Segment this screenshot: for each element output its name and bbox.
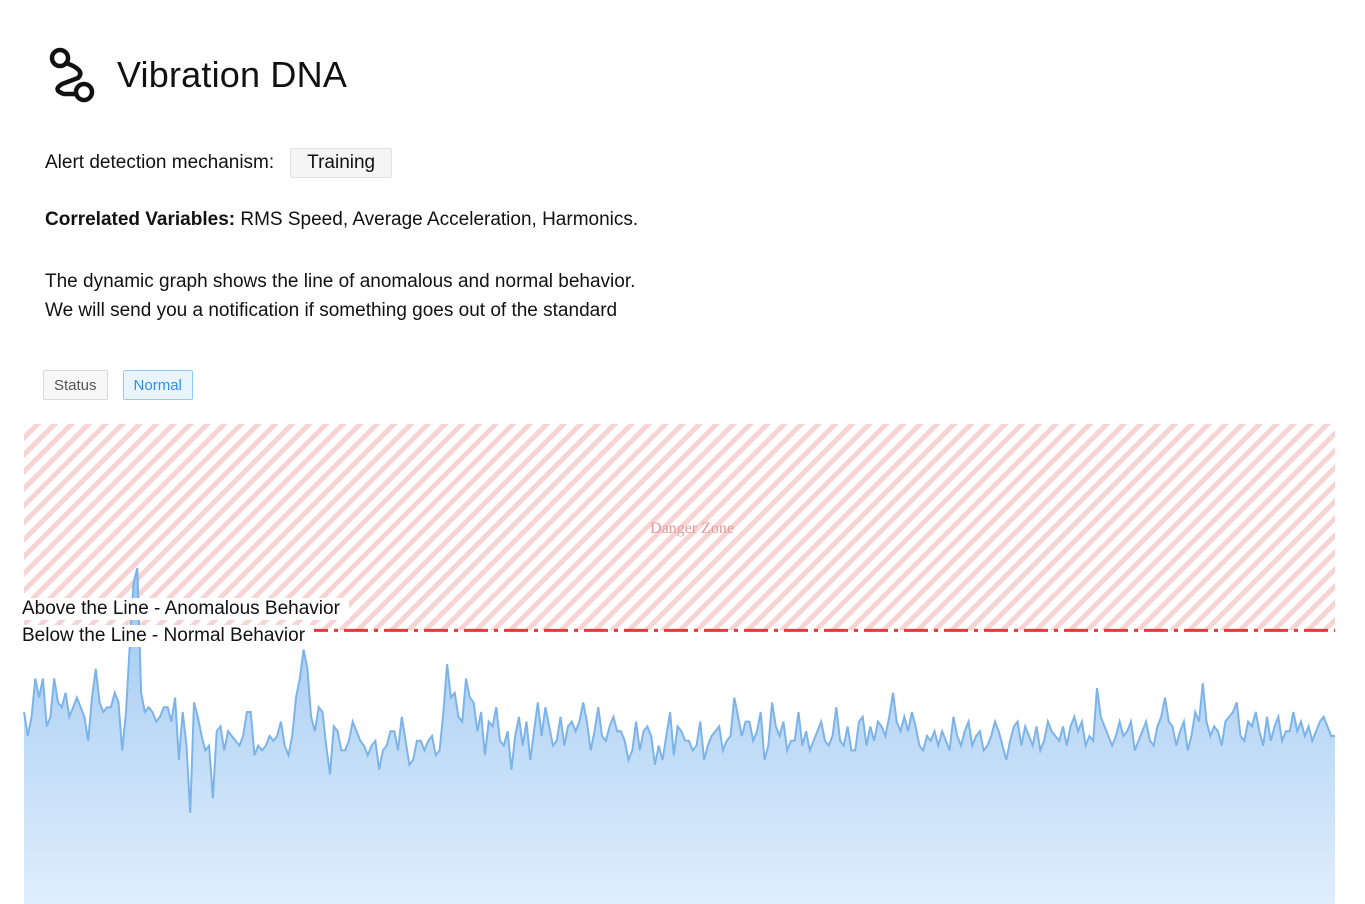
description: The dynamic graph shows the line of anom… xyxy=(45,267,635,325)
alert-detection-label: Alert detection mechanism: xyxy=(45,152,275,173)
above-line-label: Above the Line - Anomalous Behavior xyxy=(22,598,349,620)
correlated-variables: Correlated Variables: RMS Speed, Average… xyxy=(45,209,638,231)
route-icon xyxy=(46,44,98,106)
alert-detection-row: Alert detection mechanism: Training xyxy=(45,148,393,178)
status-value-tag: Normal xyxy=(122,370,193,400)
status-label-tag: Status xyxy=(43,370,108,400)
description-line-2: We will send you a notification if somet… xyxy=(45,300,618,321)
correlated-variables-value: RMS Speed, Average Acceleration, Harmoni… xyxy=(235,209,639,230)
below-line-label: Below the Line - Normal Behavior xyxy=(22,625,315,647)
danger-zone-label: Danger Zone xyxy=(650,520,734,537)
page-header: Vibration DNA xyxy=(46,44,347,106)
detection-mechanism-button[interactable]: Training xyxy=(290,148,393,178)
danger-zone xyxy=(24,424,1335,631)
description-line-1: The dynamic graph shows the line of anom… xyxy=(45,271,636,292)
series-line xyxy=(23,567,1335,813)
page-title: Vibration DNA xyxy=(117,54,348,95)
correlated-variables-label: Correlated Variables: xyxy=(45,209,236,230)
series-area xyxy=(24,568,1335,904)
status-row: Status Normal xyxy=(43,370,193,400)
